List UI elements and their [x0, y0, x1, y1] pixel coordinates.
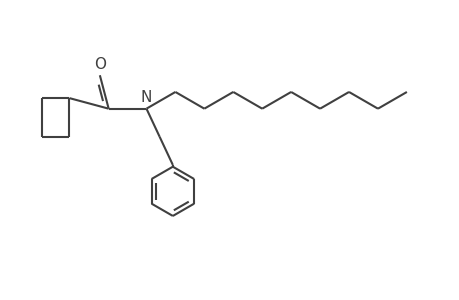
Text: O: O: [94, 57, 106, 72]
Text: N: N: [140, 90, 152, 105]
